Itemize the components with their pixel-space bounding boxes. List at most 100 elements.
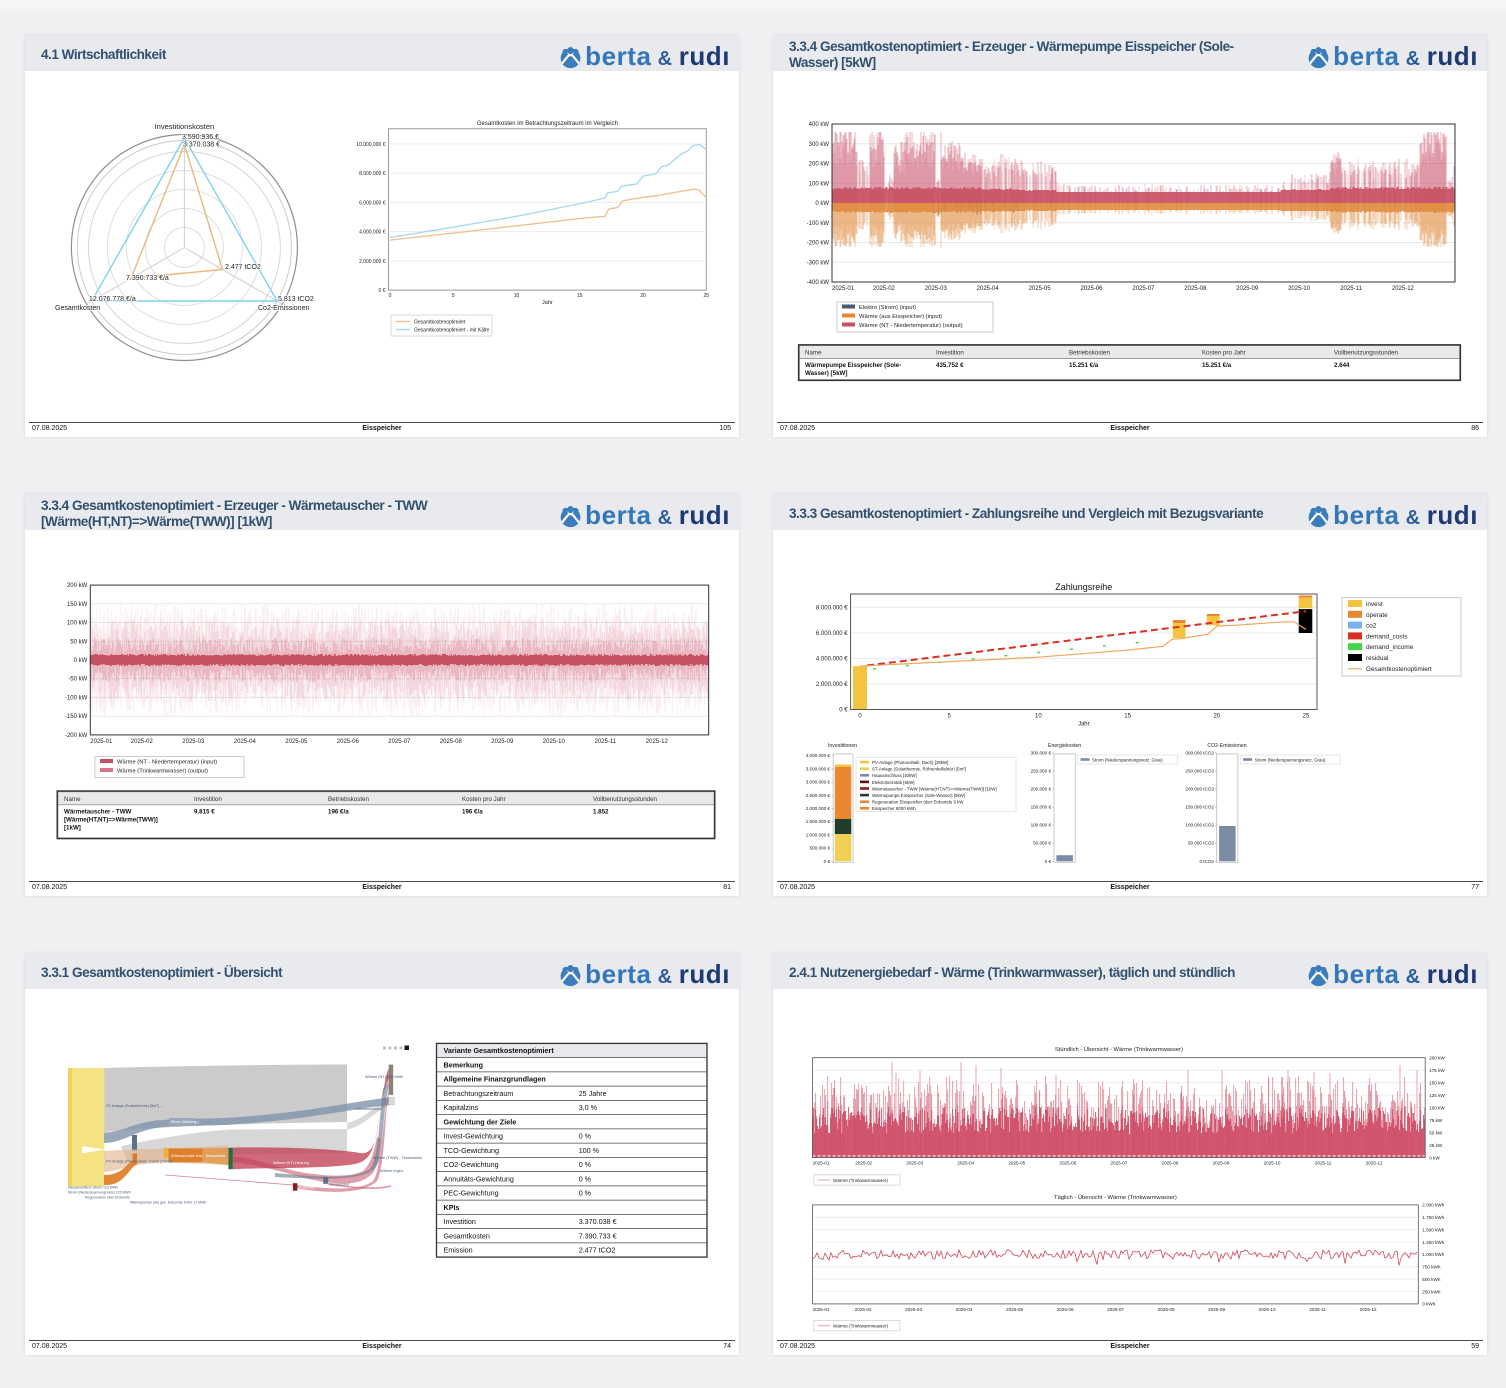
svg-text:Investition: Investition bbox=[936, 350, 964, 357]
svg-text:2025-02: 2025-02 bbox=[131, 739, 154, 745]
svg-text:2025-05: 2025-05 bbox=[1006, 1307, 1023, 1312]
svg-text:Wärmepumpe Eisspeicher (Sole-: Wärmepumpe Eisspeicher (Sole- bbox=[805, 362, 901, 369]
svg-text:100.000 €: 100.000 € bbox=[1031, 823, 1052, 828]
svg-text:-150 kW: -150 kW bbox=[65, 714, 88, 720]
svg-text:0 kWh: 0 kWh bbox=[1422, 1302, 1435, 1307]
svg-text:Jahr: Jahr bbox=[542, 300, 553, 306]
svg-text:-400 kW: -400 kW bbox=[807, 280, 830, 286]
svg-text:50 kW: 50 kW bbox=[1429, 1130, 1443, 1135]
svg-text:Wärmepumpe Eisspeicher (Sole-W: Wärmepumpe Eisspeicher (Sole-Wasser) [5k… bbox=[872, 793, 965, 798]
svg-text:2025-12: 2025-12 bbox=[1392, 286, 1415, 292]
svg-text:Gesamtkosten: Gesamtkosten bbox=[444, 1231, 490, 1240]
svg-text:400 kW: 400 kW bbox=[809, 122, 830, 128]
svg-text:2025-11: 2025-11 bbox=[1315, 1161, 1332, 1166]
svg-text:0 %: 0 % bbox=[579, 1189, 592, 1198]
svg-text:Investition: Investition bbox=[444, 1217, 476, 1226]
svg-text:0 €: 0 € bbox=[824, 859, 831, 864]
svg-text:Regeneration Eisspeicher über: Regeneration Eisspeicher über Erdsonde 5… bbox=[872, 800, 964, 805]
svg-text:PV-Anlage (Photovoltaik, Dach): PV-Anlage (Photovoltaik, Dach) [29kW] bbox=[872, 760, 948, 765]
svg-text:2025-01: 2025-01 bbox=[90, 739, 113, 745]
svg-text:0 kW: 0 kW bbox=[1429, 1155, 1440, 1160]
svg-text:200 kW: 200 kW bbox=[67, 583, 88, 589]
svg-text:75 kW: 75 kW bbox=[1429, 1118, 1443, 1123]
svg-text:2025-10: 2025-10 bbox=[543, 739, 566, 745]
svg-text:Gewichtung der Ziele: Gewichtung der Ziele bbox=[444, 1117, 517, 1126]
svg-text:300 kW: 300 kW bbox=[809, 142, 830, 148]
svg-text:15: 15 bbox=[577, 293, 583, 299]
svg-text:Zahlungsreihe: Zahlungsreihe bbox=[1055, 582, 1112, 592]
svg-text:residual: residual bbox=[1366, 655, 1388, 662]
svg-text:4.000.000 €: 4.000.000 € bbox=[806, 753, 831, 758]
svg-text:1.250 kWh: 1.250 kWh bbox=[1422, 1240, 1444, 1245]
svg-text:5: 5 bbox=[452, 293, 455, 299]
svg-text:2025-04: 2025-04 bbox=[956, 1307, 973, 1312]
svg-text:Wärme (Trinkwarmwasser): Wärme (Trinkwarmwasser) bbox=[833, 1178, 888, 1183]
svg-text:2025-10: 2025-10 bbox=[1264, 1161, 1281, 1166]
svg-text:2.000.000 €: 2.000.000 € bbox=[816, 682, 848, 688]
svg-text:Wärmepumpe Eissp.: Wärmepumpe Eissp. bbox=[171, 1154, 206, 1158]
svg-text:10.000.000 €: 10.000.000 € bbox=[356, 142, 385, 148]
svg-text:2025-04: 2025-04 bbox=[977, 286, 1000, 292]
svg-text:Täglich - Übersicht - Wärme (T: Täglich - Übersicht - Wärme (Trinkwarmwa… bbox=[1054, 1194, 1177, 1201]
svg-text:Elektro (Strom) (input): Elektro (Strom) (input) bbox=[859, 305, 916, 311]
svg-text:invest: invest bbox=[1366, 601, 1383, 608]
svg-text:2025-07: 2025-07 bbox=[1107, 1307, 1124, 1312]
svg-text:Wasser) [5kW]: Wasser) [5kW] bbox=[805, 370, 847, 377]
svg-text:50.000 tCO2: 50.000 tCO2 bbox=[1188, 841, 1214, 846]
svg-text:5: 5 bbox=[948, 714, 952, 720]
svg-text:Elektroheizstab [5kW]: Elektroheizstab [5kW] bbox=[872, 780, 914, 785]
svg-text:Wärmepumpe (ab) ges. Erdsonde: Wärmepumpe (ab) ges. Erdsonde 5 kW, 17 M… bbox=[130, 1201, 206, 1205]
svg-text:Eisspeicher 8000 kWh: Eisspeicher 8000 kWh bbox=[872, 806, 916, 811]
svg-text:100 kW: 100 kW bbox=[67, 621, 88, 627]
svg-text:200 kW: 200 kW bbox=[1429, 1055, 1445, 1060]
svg-text:12.076.778 €/a: 12.076.778 €/a bbox=[89, 296, 136, 303]
svg-text:196 €/a: 196 €/a bbox=[328, 808, 349, 815]
svg-text:2.644: 2.644 bbox=[1334, 362, 1350, 369]
svg-text:Investitionen: Investitionen bbox=[828, 743, 857, 749]
svg-text:500 kWh: 500 kWh bbox=[1422, 1277, 1441, 1282]
svg-text:2025-10: 2025-10 bbox=[1288, 286, 1311, 292]
svg-text:15.251 €/a: 15.251 €/a bbox=[1069, 362, 1099, 369]
svg-text:Regeneration über Erdsonde: Regeneration über Erdsonde bbox=[85, 1196, 130, 1200]
svg-text:-200 kW: -200 kW bbox=[65, 733, 88, 739]
svg-text:0 %: 0 % bbox=[579, 1160, 592, 1169]
svg-text:9.815 €: 9.815 € bbox=[194, 808, 215, 815]
svg-text:2025-09: 2025-09 bbox=[491, 739, 514, 745]
svg-text:100 %: 100 % bbox=[579, 1146, 600, 1155]
svg-text:-50 kW: -50 kW bbox=[68, 677, 87, 683]
svg-text:100 kW: 100 kW bbox=[809, 181, 830, 187]
svg-text:Energiekosten: Energiekosten bbox=[1048, 743, 1081, 749]
svg-text:demand_income: demand_income bbox=[1366, 644, 1414, 651]
svg-text:6.000.000 €: 6.000.000 € bbox=[816, 631, 848, 637]
svg-text:15.251 €/a: 15.251 €/a bbox=[1202, 362, 1232, 369]
svg-text:Gesamtkostenoptimiert - mit Kä: Gesamtkostenoptimiert - mit Kälte bbox=[414, 328, 490, 334]
svg-text:25: 25 bbox=[1303, 714, 1310, 720]
svg-text:8.000.000 €: 8.000.000 € bbox=[816, 605, 848, 611]
svg-text:Wärme (NT - Niedertemperatur): Wärme (NT - Niedertemperatur) (output) bbox=[859, 323, 963, 329]
svg-text:175 kW: 175 kW bbox=[1429, 1068, 1445, 1073]
svg-text:2.000.000 €: 2.000.000 € bbox=[806, 806, 831, 811]
svg-text:Wärme (NT - Niedertemperatur): Wärme (NT - Niedertemperatur) (input) bbox=[117, 760, 217, 766]
svg-text:2025-03: 2025-03 bbox=[906, 1161, 923, 1166]
svg-text:125 kW: 125 kW bbox=[1429, 1093, 1445, 1098]
svg-text:5.813 tCO2: 5.813 tCO2 bbox=[278, 296, 314, 303]
svg-text:Variante Gesamtkostenoptimier: Variante Gesamtkostenoptimiert bbox=[444, 1046, 555, 1055]
svg-text:ST-Anlage (Solarthermie) [5m²]: ST-Anlage (Solarthermie) [5m²] ... bbox=[106, 1104, 163, 1108]
svg-text:[1kW]: [1kW] bbox=[64, 824, 81, 831]
svg-text:Erdsonde: Erdsonde bbox=[299, 1186, 315, 1190]
svg-text:1.000.000 €: 1.000.000 € bbox=[806, 832, 831, 837]
svg-text:300.000 tCO2: 300.000 tCO2 bbox=[1185, 750, 1214, 755]
svg-text:Wärme (NT) Heizung: Wärme (NT) Heizung bbox=[273, 1161, 309, 1165]
svg-text:20: 20 bbox=[640, 293, 646, 299]
svg-text:2025-08: 2025-08 bbox=[440, 739, 463, 745]
svg-text:2025-06: 2025-06 bbox=[1057, 1307, 1074, 1312]
svg-text:Gesamtkosten im Betrachtungsze: Gesamtkosten im Betrachtungszeitraum im … bbox=[477, 121, 618, 127]
svg-text:co2: co2 bbox=[1366, 623, 1377, 630]
svg-text:200.000 €: 200.000 € bbox=[1031, 787, 1052, 792]
svg-text:Wärme regen.: Wärme regen. bbox=[380, 1169, 404, 1173]
svg-text:Name: Name bbox=[805, 350, 822, 357]
svg-text:demand_costs: demand_costs bbox=[1366, 633, 1408, 640]
svg-text:2025-01: 2025-01 bbox=[813, 1161, 830, 1166]
svg-text:2025-12: 2025-12 bbox=[646, 739, 669, 745]
svg-text:8.000.000 €: 8.000.000 € bbox=[359, 171, 386, 177]
